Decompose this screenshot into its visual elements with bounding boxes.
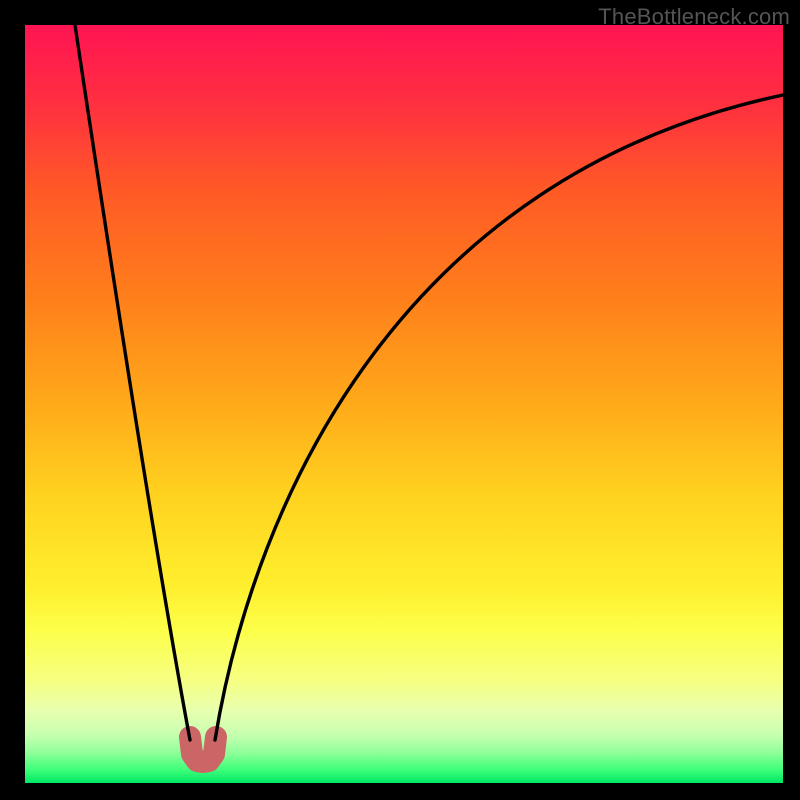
plot-svg (25, 25, 783, 783)
plot-area (25, 25, 783, 783)
chart-frame: TheBottleneck.com (0, 0, 800, 800)
watermark-text: TheBottleneck.com (598, 4, 790, 30)
gradient-rect (25, 25, 783, 783)
